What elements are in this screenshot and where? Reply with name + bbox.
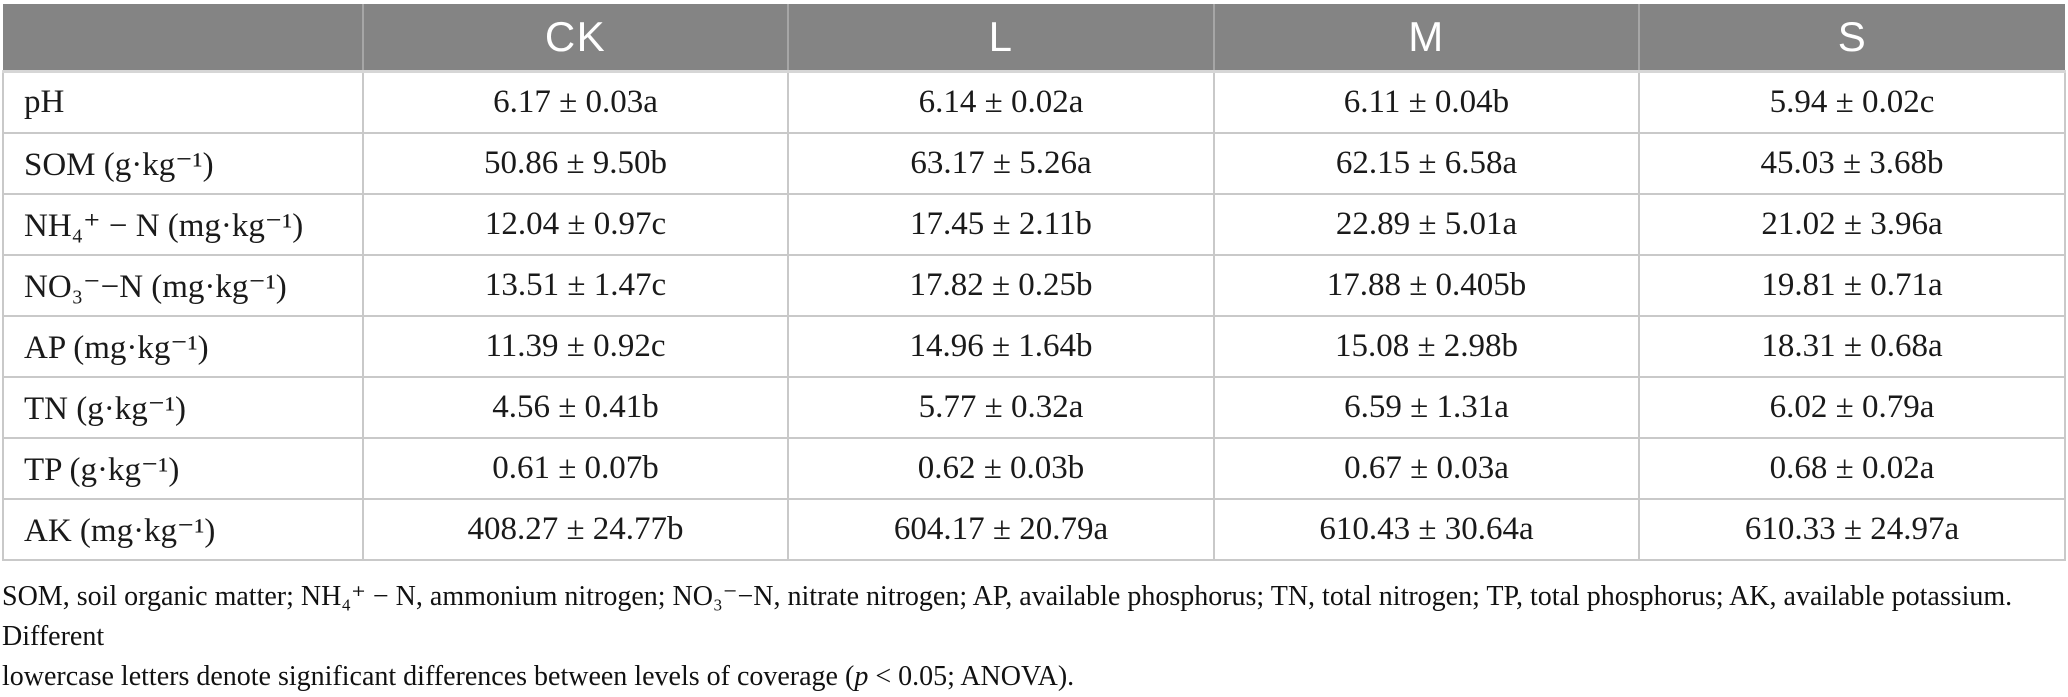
value-cell: 15.08 ± 2.98b xyxy=(1213,315,1640,378)
value-cell: 4.56 ± 0.41b xyxy=(362,376,789,439)
column-header-s: S xyxy=(1638,4,2065,73)
table-row-ak: AK (mg·kg⁻¹) 408.27 ± 24.77b 604.17 ± 20… xyxy=(2,498,2066,561)
value-cell: 17.82 ± 0.25b xyxy=(787,254,1215,317)
column-header-m: M xyxy=(1213,4,1640,73)
value-cell: 408.27 ± 24.77b xyxy=(362,498,789,561)
value-cell: 6.02 ± 0.79a xyxy=(1638,376,2066,439)
value-cell: 6.14 ± 0.02a xyxy=(787,70,1215,134)
table-row-tn: TN (g·kg⁻¹) 4.56 ± 0.41b 5.77 ± 0.32a 6.… xyxy=(2,376,2066,439)
value-cell: 5.94 ± 0.02c xyxy=(1638,70,2066,134)
column-header-ck: CK xyxy=(362,4,789,73)
value-cell: 0.62 ± 0.03b xyxy=(787,437,1215,500)
value-cell: 0.67 ± 0.03a xyxy=(1213,437,1640,500)
row-label-ph: pH xyxy=(2,70,364,134)
row-label-nh4n: NH₄⁺ − N (mg·kg⁻¹) xyxy=(2,193,364,256)
footnote-text: SOM, soil organic matter; NH₄⁺ − N, ammo… xyxy=(2,581,2013,652)
value-cell: 63.17 ± 5.26a xyxy=(787,132,1215,195)
footnote-text: lowercase letters denote significant dif… xyxy=(2,661,855,692)
footnote-line-1: SOM, soil organic matter; NH₄⁺ − N, ammo… xyxy=(2,577,2064,657)
value-cell: 6.17 ± 0.03a xyxy=(362,70,789,134)
row-label-tp: TP (g·kg⁻¹) xyxy=(2,437,364,500)
value-cell: 5.77 ± 0.32a xyxy=(787,376,1215,439)
row-label-tn: TN (g·kg⁻¹) xyxy=(2,376,364,439)
table-row-ph: pH 6.17 ± 0.03a 6.14 ± 0.02a 6.11 ± 0.04… xyxy=(2,70,2066,134)
value-cell: 11.39 ± 0.92c xyxy=(362,315,789,378)
column-header-blank xyxy=(3,4,364,73)
value-cell: 12.04 ± 0.97c xyxy=(362,193,789,256)
row-label-som: SOM (g·kg⁻¹) xyxy=(2,132,364,195)
row-label-ak: AK (mg·kg⁻¹) xyxy=(2,498,364,561)
value-cell: 62.15 ± 6.58a xyxy=(1213,132,1640,195)
value-cell: 22.89 ± 5.01a xyxy=(1213,193,1640,256)
table-footnote: SOM, soil organic matter; NH₄⁺ − N, ammo… xyxy=(2,577,2064,697)
row-label-no3n: NO₃⁻−N (mg·kg⁻¹) xyxy=(2,254,364,317)
value-cell: 6.59 ± 1.31a xyxy=(1213,376,1640,439)
value-cell: 604.17 ± 20.79a xyxy=(787,498,1215,561)
value-cell: 6.11 ± 0.04b xyxy=(1213,70,1640,134)
value-cell: 0.61 ± 0.07b xyxy=(362,437,789,500)
footnote-p-symbol: p xyxy=(854,661,869,692)
row-label-ap: AP (mg·kg⁻¹) xyxy=(2,315,364,378)
column-header-l: L xyxy=(787,4,1215,73)
value-cell: 45.03 ± 3.68b xyxy=(1638,132,2066,195)
footnote-text: < 0.05; ANOVA). xyxy=(868,661,1075,692)
value-cell: 18.31 ± 0.68a xyxy=(1638,315,2066,378)
value-cell: 610.33 ± 24.97a xyxy=(1638,498,2066,561)
table-row-nh4n: NH₄⁺ − N (mg·kg⁻¹) 12.04 ± 0.97c 17.45 ±… xyxy=(2,193,2066,256)
value-cell: 13.51 ± 1.47c xyxy=(362,254,789,317)
value-cell: 0.68 ± 0.02a xyxy=(1638,437,2066,500)
value-cell: 14.96 ± 1.64b xyxy=(787,315,1215,378)
table-row-som: SOM (g·kg⁻¹) 50.86 ± 9.50b 63.17 ± 5.26a… xyxy=(2,132,2066,195)
value-cell: 50.86 ± 9.50b xyxy=(362,132,789,195)
soil-properties-table: CK L M S pH 6.17 ± 0.03a 6.14 ± 0.02a 6.… xyxy=(2,4,2066,561)
value-cell: 610.43 ± 30.64a xyxy=(1213,498,1640,561)
value-cell: 19.81 ± 0.71a xyxy=(1638,254,2066,317)
value-cell: 17.88 ± 0.405b xyxy=(1213,254,1640,317)
footnote-line-2: lowercase letters denote significant dif… xyxy=(2,657,2064,697)
value-cell: 21.02 ± 3.96a xyxy=(1638,193,2066,256)
table-row-ap: AP (mg·kg⁻¹) 11.39 ± 0.92c 14.96 ± 1.64b… xyxy=(2,315,2066,378)
value-cell: 17.45 ± 2.11b xyxy=(787,193,1215,256)
table-row-no3n: NO₃⁻−N (mg·kg⁻¹) 13.51 ± 1.47c 17.82 ± 0… xyxy=(2,254,2066,317)
table-header-row: CK L M S xyxy=(3,4,2065,73)
table-row-tp: TP (g·kg⁻¹) 0.61 ± 0.07b 0.62 ± 0.03b 0.… xyxy=(2,437,2066,500)
soil-properties-table-page: CK L M S pH 6.17 ± 0.03a 6.14 ± 0.02a 6.… xyxy=(0,4,2068,692)
